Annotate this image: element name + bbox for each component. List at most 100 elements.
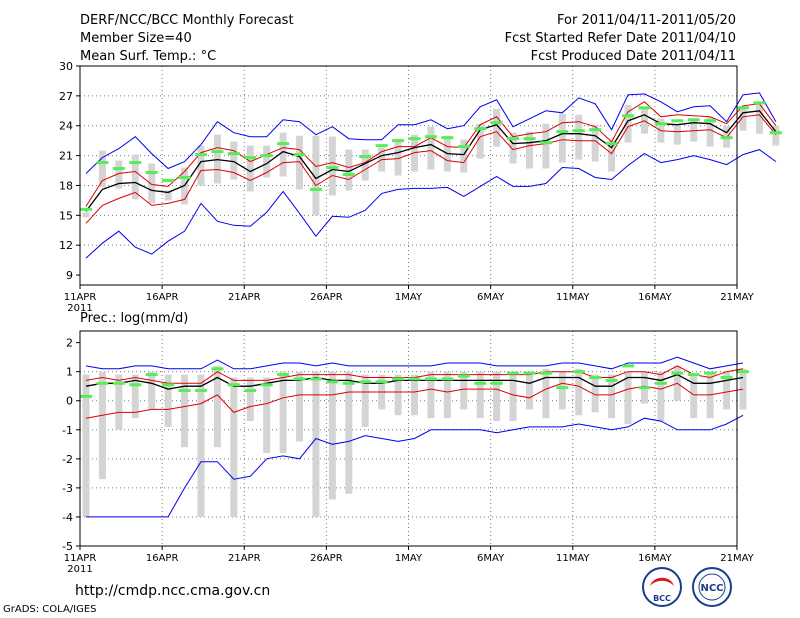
precipitation-ensemble-marker <box>260 383 273 387</box>
temperature-spread-box <box>608 140 616 172</box>
precipitation-spread-box <box>394 374 402 416</box>
precipitation-spread-box <box>345 371 353 494</box>
precipitation-spread-box <box>427 371 435 419</box>
temperature-ensemble-marker <box>211 150 224 154</box>
precipitation-ensemble-marker <box>359 380 372 384</box>
temperature-ensemble-marker <box>112 167 125 171</box>
temperature-ytick-label: 12 <box>59 239 73 252</box>
temperature-ensemble-marker <box>507 137 520 141</box>
temperature-ensemble-marker <box>194 153 207 157</box>
temperature-ensemble-marker <box>80 207 92 211</box>
temperature-ensemble-marker <box>539 141 552 145</box>
temperature-ensemble-marker <box>162 178 175 182</box>
temperature-ensemble-marker <box>589 128 602 132</box>
temperature-xtick-label: 11APR <box>64 292 97 303</box>
temperature-spread-box <box>394 138 402 176</box>
temperature-spread-box <box>591 124 599 162</box>
temperature-ytick-label: 9 <box>66 269 73 282</box>
precipitation-spread-box <box>493 371 501 422</box>
precipitation-spread-box <box>263 377 271 454</box>
temperature-ensemble-marker <box>227 152 240 156</box>
temperature-xtick-label: 26APR <box>310 292 343 303</box>
temperature-xtick-label: 21MAY <box>720 292 754 303</box>
precipitation-ensemble-marker <box>194 389 207 393</box>
temperature-ytick-label: 21 <box>59 150 73 163</box>
precipitation-ensemble-marker <box>408 377 421 381</box>
precipitation-spread-box <box>509 374 517 422</box>
precipitation-ensemble-marker <box>654 381 667 385</box>
temperature-spread-box <box>575 114 583 160</box>
precipitation-spread-box <box>706 374 714 419</box>
precipitation-spread-box <box>542 368 550 419</box>
temperature-ensemble-marker <box>769 131 782 135</box>
precipitation-spread-box <box>82 374 90 517</box>
precipitation-spread-box <box>296 371 304 442</box>
forecast-produced-date: Fcst Produced Date 2011/04/11 <box>530 49 736 64</box>
temperature-ytick-label: 18 <box>59 179 73 192</box>
temperature-ensemble-marker <box>408 137 421 141</box>
precipitation-ensemble-marker <box>96 381 109 385</box>
temperature-spread-box <box>361 149 369 181</box>
temperature-spread-box <box>739 105 747 131</box>
precipitation-spread-box <box>460 371 468 410</box>
temperature-ensemble-marker <box>129 161 142 165</box>
source-url[interactable]: http://cmdp.ncc.cma.gov.cn <box>75 583 271 599</box>
temperature-spread-box <box>82 212 90 218</box>
temperature-xtick-label: 16APR <box>146 292 179 303</box>
temperature-spread-box <box>131 154 139 200</box>
precipitation-ensemble-marker <box>474 381 487 385</box>
precipitation-ensemble-marker <box>704 371 717 375</box>
variable-label-temperature: Mean Surf. Temp.: °C <box>80 49 217 64</box>
temperature-ensemble-marker <box>654 122 667 126</box>
precipitation-ensemble-marker <box>211 367 224 371</box>
temperature-ensemble-marker <box>687 118 700 122</box>
temperature-spread-box <box>558 113 566 163</box>
temperature-ensemble-marker <box>342 173 355 177</box>
temperature-spread-box <box>279 132 287 177</box>
precipitation-plot: -5 -4 -3 -2 -1 0 1 2 11APR 16APR 21APR 26APR 1MAY 6MA… <box>62 330 755 575</box>
precipitation-ensemble-marker <box>342 381 355 385</box>
temperature-spread-box <box>263 145 271 178</box>
temperature-ensemble-marker <box>145 171 158 175</box>
temperature-spread-box <box>230 141 238 180</box>
precipitation-ensemble-marker <box>293 377 306 381</box>
temperature-ensemble-marker <box>326 166 339 170</box>
variable-label-precipitation: Prec.: log(mm/d) <box>80 311 189 326</box>
precipitation-spread-box <box>197 374 205 517</box>
forecast-started-date: Fcst Started Refer Date 2011/04/10 <box>504 31 736 46</box>
precipitation-ytick-label: -5 <box>62 540 73 553</box>
precipitation-ensemble-marker <box>638 386 651 390</box>
temperature-spread-box <box>460 139 468 173</box>
temperature-ensemble-marker <box>178 175 191 179</box>
temperature-spread-box <box>197 145 205 186</box>
temperature-ensemble-marker <box>474 127 487 131</box>
precipitation-spread-box <box>181 374 189 448</box>
temperature-spread-box <box>673 124 681 145</box>
precipitation-lower-line <box>85 382 744 419</box>
precipitation-year-label: 2011 <box>67 564 92 575</box>
precipitation-ensemble-marker <box>556 386 569 390</box>
temperature-ensemble-marker <box>260 154 273 158</box>
precipitation-min-line <box>86 414 744 518</box>
precipitation-spread-box <box>575 368 583 416</box>
temperature-spread-box <box>148 163 156 204</box>
precipitation-ensemble-marker <box>227 383 240 387</box>
temperature-ensemble-marker <box>277 142 290 146</box>
precipitation-ensemble-marker <box>392 377 405 381</box>
precipitation-ytick-label: -3 <box>62 482 73 495</box>
temperature-ensemble-marker <box>638 106 651 110</box>
precipitation-ytick-label: -1 <box>62 424 73 437</box>
temperature-ensemble-marker <box>490 121 503 125</box>
precipitation-xtick-label: 16MAY <box>638 553 672 564</box>
precipitation-ensemble-marker <box>162 383 175 387</box>
precipitation-spread-box <box>657 371 665 422</box>
temperature-xtick-label: 1MAY <box>395 292 423 303</box>
precipitation-spread-box <box>312 371 320 517</box>
precipitation-spread-box <box>164 374 172 427</box>
precipitation-spread-box <box>443 371 451 419</box>
precipitation-ensemble-marker <box>589 375 602 379</box>
temperature-ensemble-marker <box>605 142 618 146</box>
precipitation-ensemble-marker <box>671 371 684 375</box>
precipitation-xtick-label: 26APR <box>310 553 343 564</box>
